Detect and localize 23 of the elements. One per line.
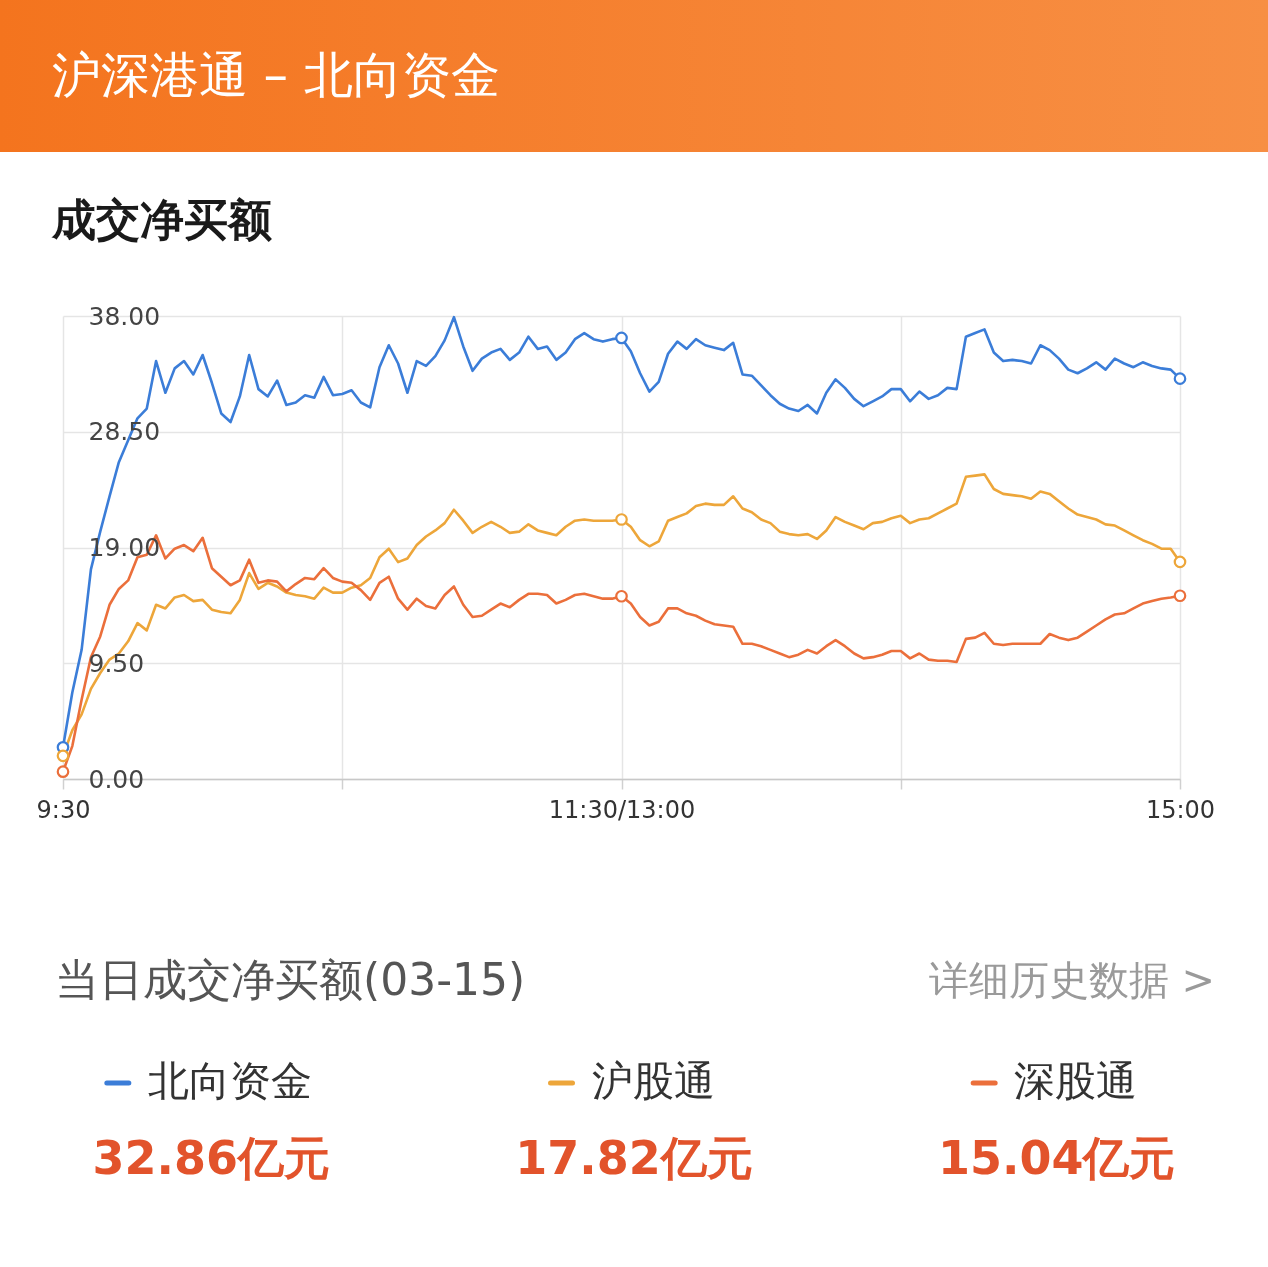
text: 32.86亿元 [92, 1131, 331, 1185]
legend-label: 北向资金 [147, 1057, 312, 1105]
point [1173, 555, 1187, 569]
point [56, 749, 70, 763]
y-tick-label: 0.00 [88, 764, 145, 794]
chart-title: 沪深港通 – 北向资金 [52, 47, 500, 104]
legend-label: 深股通 [1014, 1057, 1138, 1105]
chart-subtitle: 成交净买额 [51, 194, 272, 245]
x-tick-label: 15:00 [1145, 795, 1216, 824]
text: 15.04亿元 [937, 1131, 1176, 1185]
x-tick-label: 9:30 [36, 795, 91, 824]
point [56, 765, 70, 779]
point [615, 513, 628, 526]
point [615, 589, 628, 603]
text: 当日成交净买额(03-15) [55, 954, 526, 1005]
point [615, 331, 628, 345]
point [1173, 372, 1187, 385]
x-tick-label: 11:30/13:00 [548, 795, 696, 824]
text: 17.82亿元 [515, 1131, 753, 1185]
text: 详细历史数据 > [928, 957, 1215, 1003]
legend-label: 沪股通 [591, 1057, 715, 1105]
y-tick-label: 38.00 [88, 301, 161, 331]
point [1173, 589, 1187, 603]
